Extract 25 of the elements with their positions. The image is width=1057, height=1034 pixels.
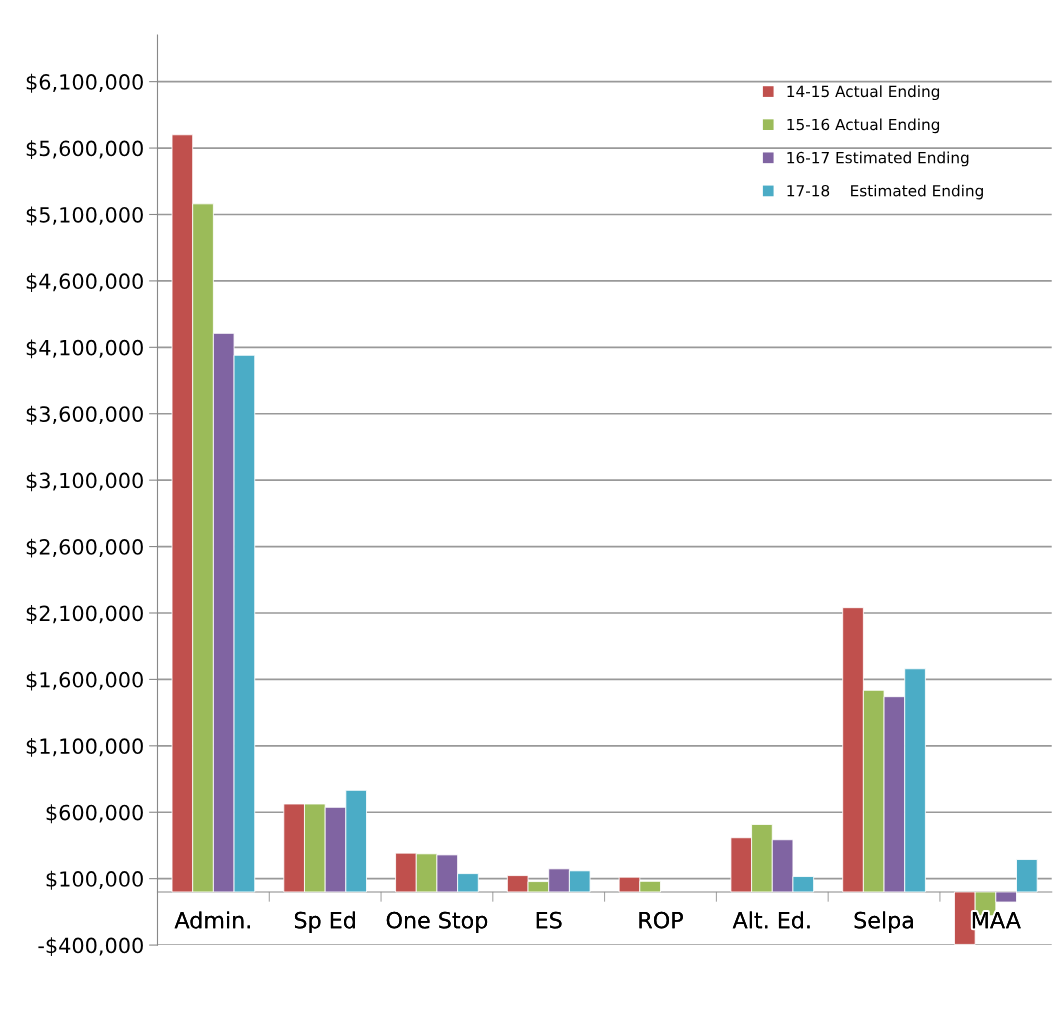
- y-tick-label: $100,000: [46, 870, 143, 890]
- x-tick-label: Admin.: [174, 911, 250, 929]
- x-tick-label: Selpa: [854, 911, 913, 933]
- y-tick-label: $3,600,000: [26, 405, 143, 425]
- x-tick-label: ES: [536, 911, 562, 929]
- y-tick-label: $600,000: [46, 804, 143, 824]
- x-tick-label: ROP: [639, 911, 683, 929]
- y-tick-label: $1,600,000: [26, 671, 143, 691]
- y-tick-label: -$400,000: [38, 937, 143, 957]
- x-tick-label: Alt. Ed.: [732, 911, 810, 929]
- y-tick-label: $3,100,000: [26, 472, 143, 492]
- y-tick-label: $4,100,000: [26, 339, 143, 359]
- x-tick-label: One Stop: [386, 911, 488, 933]
- y-tick-label: $1,100,000: [26, 737, 143, 757]
- y-tick-label: $5,100,000: [26, 206, 143, 226]
- x-tick-label: Sp Ed: [294, 911, 355, 933]
- legend-label: 16-17 Estimated Ending: [787, 151, 969, 167]
- legend-label: 14-15 Actual Ending: [787, 85, 940, 101]
- legend-label: 17-18 Estimated Ending: [787, 184, 983, 200]
- y-tick-label: $2,600,000: [26, 538, 143, 558]
- y-tick-label: $6,100,000: [26, 73, 143, 93]
- y-tick-label: $5,600,000: [26, 140, 143, 160]
- legend-label: 15-16 Actual Ending: [787, 118, 940, 134]
- y-tick-label: $4,600,000: [26, 272, 143, 292]
- y-tick-label: $2,100,000: [26, 605, 143, 624]
